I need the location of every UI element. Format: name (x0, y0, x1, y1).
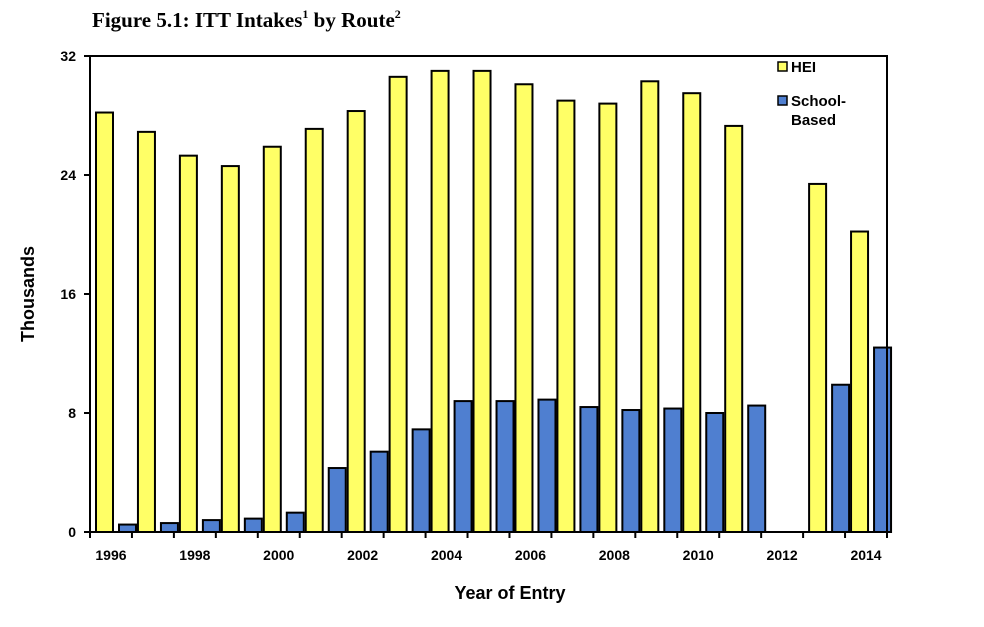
bar-hei-2003 (388, 75, 408, 533)
bar-hei-2005 (472, 69, 492, 533)
bar-school-based-2001 (327, 467, 347, 534)
chart-title-text: Figure 5.1: ITT Intakes (92, 8, 303, 32)
bar-hei-1996 (95, 111, 114, 534)
y-tick-label: 16 (60, 286, 76, 302)
y-tick-label: 8 (68, 405, 76, 421)
legend-label-school-based: Based (791, 112, 836, 129)
bar-school-based-1998 (201, 519, 221, 533)
legend-swatch-school-based (777, 95, 788, 106)
bar-hei-2002 (346, 110, 366, 533)
legend-label-hei: HEI (791, 59, 816, 76)
y-axis-label: Thousands (18, 246, 38, 342)
bar-hei-1997 (136, 130, 156, 534)
bar-hei-2001 (304, 127, 324, 533)
x-tick-label: 2014 (850, 547, 881, 563)
bar-school-based-1999 (243, 517, 263, 533)
x-axis: 1996 1998 2000 2002 2004 2006 2008 2010 2012 2014 (89, 532, 888, 563)
bar-hei-2000 (262, 145, 282, 534)
bar-school-based-2009 (663, 407, 683, 534)
bar-hei-1999 (220, 165, 240, 533)
bar-school-based-2003 (411, 428, 431, 533)
x-tick-label: 2010 (683, 547, 714, 563)
bars-layer (95, 69, 893, 534)
x-tick-label: 2012 (767, 547, 798, 563)
bar-hei-2009 (640, 80, 660, 533)
bar-hei-1998 (178, 154, 198, 533)
x-tick-label: 1998 (179, 547, 210, 563)
bar-hei-2010 (682, 92, 702, 533)
bar-school-based-2013 (831, 383, 851, 533)
x-tick-label: 1996 (95, 547, 126, 563)
bar-hei-2004 (430, 69, 450, 533)
bar-school-based-2002 (369, 450, 389, 533)
x-tick-label: 2008 (599, 547, 630, 563)
bar-hei-2008 (598, 102, 618, 533)
y-axis: 0 8 16 24 32 (60, 48, 90, 540)
bar-school-based-1997 (159, 522, 179, 534)
footnote-marker-2: 2 (394, 7, 401, 21)
bar-school-based-2006 (537, 398, 557, 533)
legend-label-school-based: School- (791, 93, 846, 110)
bar-school-based-2005 (495, 400, 515, 533)
x-tick-label: 2000 (263, 547, 294, 563)
y-tick-label: 32 (60, 48, 76, 64)
bar-school-based-2007 (579, 406, 599, 533)
bar-school-based-2008 (621, 409, 641, 533)
chart-title: Figure 5.1: ITT Intakes1 by Route2 (92, 7, 401, 33)
bar-school-based-2004 (453, 400, 473, 533)
y-tick-label: 0 (68, 524, 76, 540)
y-tick-label: 24 (60, 167, 76, 183)
legend-swatch-hei (777, 61, 788, 72)
bar-school-based-2014 (873, 346, 893, 533)
bar-school-based-2010 (705, 412, 725, 533)
bar-hei-2006 (514, 83, 534, 533)
bar-school-based-2000 (285, 511, 305, 533)
footnote-marker-1: 1 (302, 7, 309, 21)
x-tick-label: 2002 (347, 547, 378, 563)
legend: HEI School- Based (777, 59, 846, 129)
bar-hei-2007 (556, 99, 576, 533)
bar-school-based-2011 (747, 404, 767, 533)
x-tick-label: 2004 (431, 547, 462, 563)
x-axis-label: Year of Entry (454, 583, 565, 603)
bar-hei-2013 (808, 182, 828, 534)
bar-school-based-1996 (118, 523, 137, 533)
bar-hei-2014 (850, 230, 870, 533)
chart-title-suffix: by Route (308, 8, 395, 32)
x-tick-label: 2006 (515, 547, 546, 563)
bar-hei-2011 (724, 124, 744, 533)
